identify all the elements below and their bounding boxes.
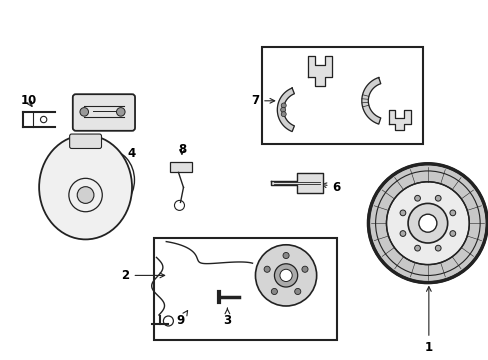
Circle shape — [386, 182, 468, 265]
Text: 2: 2 — [121, 269, 164, 282]
Circle shape — [255, 245, 316, 306]
Circle shape — [414, 245, 420, 251]
Polygon shape — [277, 88, 294, 131]
Circle shape — [434, 245, 440, 251]
Circle shape — [281, 103, 285, 108]
Circle shape — [449, 210, 455, 216]
Text: 4: 4 — [111, 147, 136, 167]
Circle shape — [399, 210, 405, 216]
Text: 8: 8 — [178, 143, 185, 156]
Circle shape — [264, 266, 270, 272]
Text: 7: 7 — [250, 94, 274, 107]
Circle shape — [399, 231, 405, 237]
Circle shape — [407, 203, 447, 243]
Circle shape — [80, 108, 88, 116]
Circle shape — [418, 214, 436, 232]
Polygon shape — [307, 56, 331, 86]
Circle shape — [369, 166, 485, 281]
Circle shape — [434, 195, 440, 201]
Bar — [170, 162, 192, 172]
Circle shape — [116, 108, 125, 116]
Circle shape — [449, 231, 455, 237]
Bar — [261, 47, 422, 144]
Bar — [154, 238, 337, 340]
Circle shape — [77, 187, 94, 203]
Circle shape — [281, 112, 285, 117]
Text: 5: 5 — [101, 94, 109, 107]
Text: 1: 1 — [424, 287, 432, 354]
Polygon shape — [361, 77, 380, 124]
Circle shape — [280, 107, 285, 112]
Circle shape — [271, 288, 277, 294]
Circle shape — [279, 269, 292, 282]
Text: 9: 9 — [177, 311, 187, 327]
Ellipse shape — [39, 135, 132, 239]
Circle shape — [294, 288, 300, 294]
Text: 6: 6 — [321, 181, 340, 194]
Circle shape — [283, 252, 288, 258]
Circle shape — [414, 195, 420, 201]
Text: 10: 10 — [20, 94, 37, 107]
Text: 3: 3 — [223, 308, 231, 327]
FancyBboxPatch shape — [73, 94, 135, 131]
FancyBboxPatch shape — [69, 134, 102, 148]
Polygon shape — [271, 173, 322, 193]
Polygon shape — [388, 110, 410, 130]
Circle shape — [301, 266, 307, 272]
Circle shape — [274, 264, 297, 287]
